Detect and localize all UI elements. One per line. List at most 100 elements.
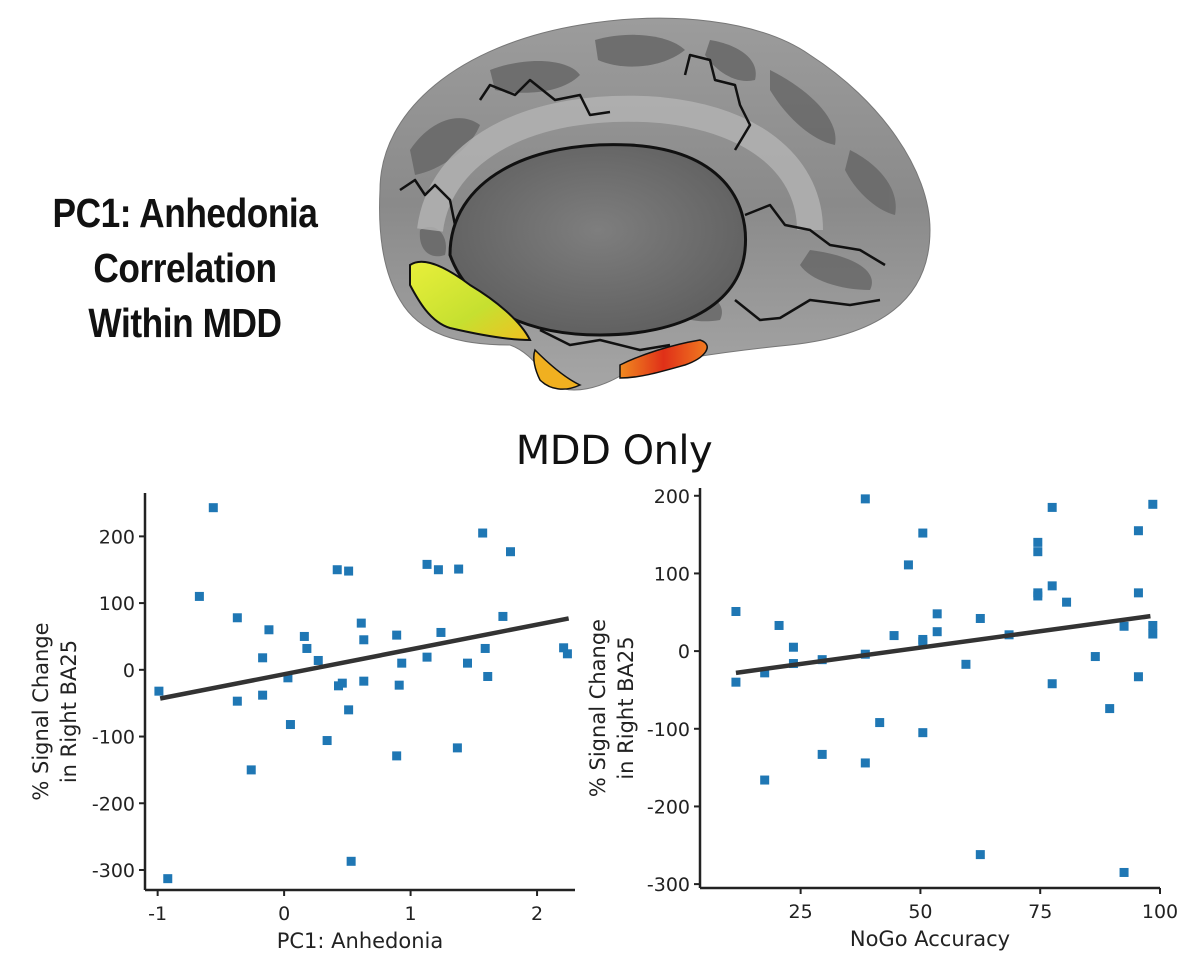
data-point [875,718,885,728]
data-point [860,758,870,768]
data-point [1090,652,1100,662]
data-point [337,678,347,688]
data-point [299,631,309,641]
y-tick-label: -100 [92,727,135,749]
x-tick-label: 25 [789,901,813,923]
data-point [392,751,402,761]
data-point [860,494,870,504]
data-point [760,775,770,785]
y-axis-label-line: in Right BA25 [57,640,81,783]
section-title: MDD Only [515,428,713,474]
y-tick-label: 200 [654,486,690,508]
data-point [313,655,323,665]
x-tick-label: 0 [278,903,290,925]
data-point [1047,679,1057,689]
y-tick-label: 100 [654,563,690,585]
data-point [1148,499,1158,509]
data-point [232,696,242,706]
regression-line [159,616,570,701]
data-point [163,874,173,884]
data-point [302,643,312,653]
data-point [889,631,899,641]
scatter-chart-nogo: 200 100 0 -100 -200 -300 25 50 75 100 NoGo Accurac… [586,486,1178,951]
y-tick-label: -100 [647,719,690,741]
y-axis-label-line: % Signal Change [586,619,610,797]
data-point [788,642,798,652]
data-point [478,528,488,538]
y-tick-label: -200 [92,793,135,815]
data-point [359,676,369,686]
y-tick-label: 200 [99,526,135,548]
data-point [1119,867,1129,877]
data-point [918,728,928,738]
data-point [154,686,164,696]
y-tick-label: -300 [647,874,690,896]
data-point [346,856,356,866]
data-point [422,652,432,662]
x-tick-label: 75 [1028,901,1052,923]
data-point [322,736,332,746]
data-point [1133,526,1143,536]
y-tick-label: 0 [123,660,135,682]
brain-title-line-2: Correlation [93,245,277,291]
data-point [731,677,741,687]
data-point [463,658,472,668]
data-point [961,659,971,669]
data-point [454,564,464,574]
brain-title-line-1: PC1: Anhedonia [52,190,318,236]
data-point [817,749,827,759]
data-point [283,673,293,683]
y-tick-label: -300 [92,860,135,882]
brain-medial-wall [448,143,748,337]
activation-strip [533,348,582,390]
data-point [452,743,462,753]
brain-title-line-3: Within MDD [88,300,282,346]
x-axis-label: PC1: Anhedonia [277,929,444,953]
data-point [258,653,268,663]
data-point [774,620,784,630]
data-point [433,565,443,575]
data-point [918,528,928,538]
data-point [1105,704,1115,714]
activation-red [619,339,708,379]
data-point [232,613,242,623]
x-tick-label: -1 [148,903,167,925]
data-point [731,606,741,616]
data-point [208,503,218,513]
x-tick-label: 100 [1142,901,1178,923]
data-point [344,705,354,715]
data-point [498,611,508,621]
data-point [932,627,942,637]
data-point [1148,629,1158,639]
x-tick-label: 1 [405,903,417,925]
data-point [356,618,366,628]
data-point [1033,591,1043,601]
scatter-chart-pc1: 200 100 0 -100 -200 -300 -1 0 1 2 PC1: Anhedonia % … [29,493,575,953]
data-point [932,609,942,619]
data-point [1133,672,1143,682]
brain-figure-title: PC1: Anhedonia Correlation Within MDD [43,186,327,351]
data-point [194,591,204,601]
data-point [397,658,407,668]
data-point [1047,502,1057,512]
data-point [422,559,432,569]
data-point [394,680,404,690]
data-point [1148,620,1158,630]
data-point [975,850,985,860]
x-tick-label: 50 [908,901,932,923]
data-point [285,720,295,730]
data-point [903,560,913,570]
activation-yellow [409,260,532,342]
data-point [1062,597,1072,607]
y-axis-label-line: % Signal Change [29,622,53,800]
data-point [1133,588,1143,598]
brain-surface-image [379,17,931,391]
data-point [392,630,402,640]
data-point [1119,621,1129,631]
data-point [264,625,274,635]
data-point [332,565,342,575]
data-point [918,637,928,647]
regression-line [735,613,1151,676]
data-point [258,690,268,700]
